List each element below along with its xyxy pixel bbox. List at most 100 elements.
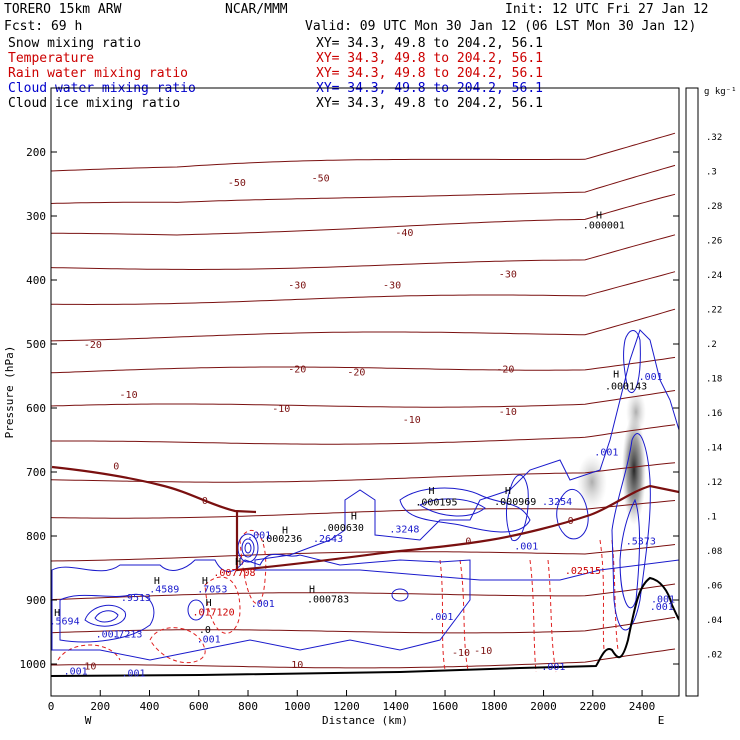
colorbar-tick-label: .16 [706, 409, 722, 419]
cloud-contour [623, 330, 641, 393]
x-tick-label: 1400 [383, 700, 410, 713]
snow-shading-upper [626, 390, 646, 434]
maximum-label: H [505, 486, 511, 497]
temperature-label: -10 [272, 404, 290, 415]
maximum-label: .017120 [192, 608, 234, 619]
temperature-label: -30 [499, 270, 517, 281]
maximum-label: .001 [639, 372, 663, 383]
rain-contour [547, 559, 557, 673]
maximum-label: H [282, 526, 288, 537]
model-title: TORERO 15km ARW [4, 2, 122, 17]
cloud-contour [399, 487, 531, 533]
maximum-label: H [54, 608, 60, 619]
rain-contour [439, 559, 446, 671]
maximum-label: .001 [594, 448, 618, 459]
maximum-label: .000195 [415, 497, 457, 508]
colorbar-tick-label: .1 [706, 513, 717, 523]
x-tick-label: 1800 [481, 700, 508, 713]
temperature-label: -20 [347, 368, 365, 379]
maximum-label: H [206, 598, 212, 609]
maximum-label: .007708 [213, 568, 255, 579]
maximum-label: .001 [251, 599, 275, 610]
y-tick-label: 800 [26, 530, 46, 543]
temperature-contour [51, 424, 676, 445]
maximum-label: .001 [650, 602, 674, 613]
maximum-label: .000236 [260, 534, 302, 545]
cloud-contour [254, 329, 679, 581]
maximum-label: H [202, 576, 208, 587]
snow-shading-max [622, 415, 646, 525]
forecast-hour: Fcst: 69 h [4, 19, 82, 34]
maximum-label: .9513 [121, 593, 151, 604]
maximum-label: .001 [121, 668, 145, 679]
rain-contour [239, 529, 267, 604]
temperature-label: 0 [465, 536, 471, 547]
temperature-contour [51, 390, 676, 408]
temperature-label: -10 [452, 648, 470, 659]
colorbar-tick-label: .04 [706, 616, 722, 626]
temperature-contour [51, 271, 676, 305]
temperature-contour [51, 164, 676, 204]
rain-contour [57, 644, 121, 661]
colorbar-tick-label: .3 [706, 168, 717, 178]
cloud-contour [51, 553, 471, 661]
cloud-contour [619, 498, 641, 609]
temperature-contour [51, 193, 676, 236]
temperature-label: -30 [288, 280, 306, 291]
legend-item-xy: XY= 34.3, 49.8 to 204.2, 56.1 [316, 66, 543, 81]
temperature-contour [51, 500, 676, 519]
temperature-label: -50 [312, 174, 330, 185]
colorbar-tick-label: .28 [706, 202, 722, 212]
maximum-label: .7213 [112, 629, 142, 640]
cloud-water-contours [51, 329, 679, 661]
temperature-label: 0 [202, 496, 208, 507]
legend-item-name: Rain water mixing ratio [8, 66, 188, 81]
cloud-contour [418, 498, 486, 517]
maximum-label: .001 [514, 542, 538, 553]
colorbar-tick-label: .26 [706, 237, 722, 247]
y-tick-label: 1000 [20, 658, 47, 671]
cloud-contour [59, 593, 155, 643]
maximum-label: H [351, 512, 357, 523]
x-tick-label: 1200 [333, 700, 360, 713]
maximum-label: H [613, 369, 619, 380]
maximum-label: .000001 [583, 220, 625, 231]
temperature-label: -20 [84, 340, 102, 351]
y-axis-label: Pressure (hPa) [3, 346, 16, 439]
maximum-label: .001 [64, 666, 88, 677]
temperature-contour [51, 234, 676, 270]
cloud-contour [241, 538, 255, 558]
temperature-label: 0 [113, 462, 119, 473]
maximum-label: .5694 [49, 616, 79, 627]
colorbar-frame [685, 87, 699, 697]
maximum-label: .3248 [389, 524, 419, 535]
snow-shading-secondary [577, 454, 607, 510]
field-legend: Snow mixing ratio XY= 34.3, 49.8 to 204.2… [8, 36, 543, 111]
maximum-label: .02515 [565, 566, 601, 577]
y-tick-label: 700 [26, 466, 46, 479]
temperature-label: 10 [84, 661, 96, 672]
cloud-contour [556, 488, 589, 540]
colorbar-tick-label: .2 [706, 340, 717, 350]
legend-item-xy: XY= 34.3, 49.8 to 204.2, 56.1 [316, 96, 543, 111]
rain-contour [611, 539, 619, 651]
temperature-contour [51, 132, 676, 172]
x-tick-label: 2200 [580, 700, 607, 713]
cloud-contour [391, 588, 409, 602]
temperature-contour [51, 462, 676, 483]
east-endpoint: E [658, 714, 665, 727]
cloud-contour [94, 610, 119, 623]
colorbar-tick-label: .14 [706, 444, 722, 454]
temperature-contour [51, 308, 676, 342]
colorbar-tick-label: .06 [706, 582, 722, 592]
cloud-contour [187, 599, 205, 621]
x-tick-label: 2000 [530, 700, 557, 713]
y-tick-label: 400 [26, 274, 46, 287]
temperature-label: -20 [496, 364, 514, 375]
colorbar-tick-label: .02 [706, 651, 722, 661]
colorbar-tick-label: .08 [706, 547, 722, 557]
valid-time: Valid: 09 UTC Mon 30 Jan 12 (06 LST Mon … [305, 19, 696, 34]
maximum-label: .000783 [307, 595, 349, 606]
maximum-label: .7053 [197, 584, 227, 595]
x-tick-label: 600 [189, 700, 209, 713]
